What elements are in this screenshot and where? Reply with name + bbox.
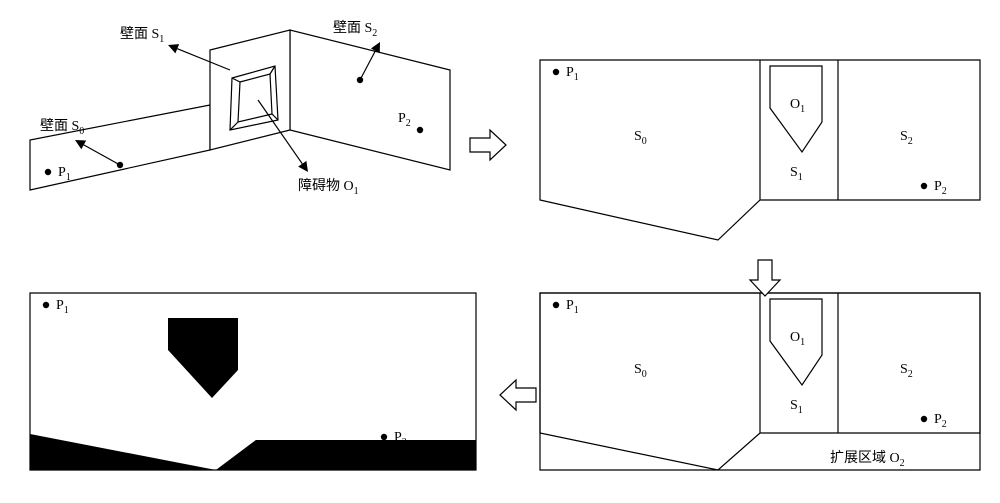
point-p1 xyxy=(45,169,51,175)
panel-d-p1 xyxy=(43,302,49,308)
leader-o1-head xyxy=(298,161,308,172)
panel-c: P1S0O1S1S2P2扩展区域 O2 xyxy=(540,293,980,470)
panel-a: 壁面 S0壁面 S1壁面 S2障碍物 O1P1P2 xyxy=(30,20,450,197)
wall-s2 xyxy=(290,30,450,170)
label-obstacle: 障碍物 O1 xyxy=(298,178,359,197)
label-wall-s2: 壁面 S2 xyxy=(333,20,377,39)
point-p2 xyxy=(417,127,423,133)
panel-d-p2 xyxy=(381,434,387,440)
diagram-root: 壁面 S0壁面 S1壁面 S2障碍物 O1P1P2P1S0O1S1S2P2P1S… xyxy=(0,0,1000,503)
panel-c-p2 xyxy=(921,416,927,422)
label-wall-s1: 壁面 S1 xyxy=(120,26,164,45)
panel-b: P1S0O1S1S2P2 xyxy=(540,60,980,240)
panel-b-p1 xyxy=(553,69,559,75)
panel-b-p2 xyxy=(921,183,927,189)
flow-arrow-c-d xyxy=(500,380,536,410)
wall-s0 xyxy=(30,105,210,190)
panel-d: P1P2 xyxy=(30,293,476,470)
panel-c-p1 xyxy=(553,302,559,308)
flow-arrow-b-c xyxy=(750,260,780,296)
flow-arrow-a-b xyxy=(470,130,506,160)
